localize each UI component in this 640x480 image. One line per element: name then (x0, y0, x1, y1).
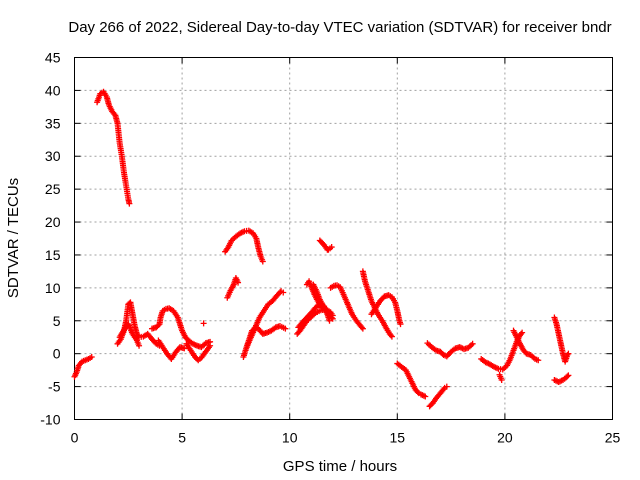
gridlines (74, 57, 613, 420)
x-tick-label: 10 (282, 430, 298, 446)
y-tick-label: 40 (45, 82, 61, 98)
data-point-marker (329, 315, 336, 322)
data-point-marker (280, 289, 287, 296)
data-point-marker (498, 377, 505, 384)
y-tick-label: 25 (45, 181, 61, 197)
data-point-marker (387, 332, 394, 339)
data-point-marker (565, 372, 572, 379)
data-point-marker (422, 393, 429, 400)
data-point-marker (518, 330, 525, 337)
y-tick-label: -5 (48, 379, 61, 395)
y-tick-label: 0 (53, 346, 61, 362)
data-point-marker (200, 320, 207, 327)
data-point-marker (328, 314, 335, 321)
y-tick-label: 45 (45, 50, 61, 66)
x-tick-label: 25 (605, 430, 621, 446)
data-point-marker (458, 344, 465, 351)
data-point-marker (552, 377, 559, 384)
y-tick-label: 10 (45, 280, 61, 296)
chart-title: Day 266 of 2022, Sidereal Day-to-day VTE… (68, 19, 611, 36)
axis-ticks: 0 5 10 15 20 25 -10 -5 0 5 10 15 20 25 30 35 40 45 (40, 50, 620, 446)
data-point-marker (414, 389, 421, 396)
data-points (71, 88, 572, 410)
data-point-marker (328, 244, 335, 251)
data-point-marker (564, 351, 571, 358)
data-point-marker (282, 325, 289, 332)
data-point-marker (469, 340, 476, 347)
y-tick-label: 35 (45, 115, 61, 131)
data-point-marker (565, 350, 572, 357)
data-point-marker (126, 200, 133, 207)
y-tick-label: 20 (45, 214, 61, 230)
y-tick-label: -10 (40, 412, 60, 428)
data-point-marker (564, 373, 571, 380)
x-tick-label: 0 (71, 430, 79, 446)
data-point-marker (388, 333, 395, 340)
x-tick-label: 5 (178, 430, 186, 446)
data-point-marker (155, 322, 162, 329)
y-tick-label: 30 (45, 148, 61, 164)
x-tick-label: 20 (497, 430, 513, 446)
plot-frame (74, 57, 613, 420)
data-point-marker (535, 357, 542, 364)
x-axis-label: GPS time / hours (283, 458, 397, 475)
data-point-marker (326, 317, 333, 324)
data-point-marker (136, 342, 143, 349)
data-point-marker (88, 353, 95, 360)
y-axis-label: SDTVAR / TECUs (5, 178, 22, 298)
data-point-marker (235, 279, 242, 286)
data-point-marker (259, 258, 266, 265)
data-point-marker (519, 329, 526, 336)
x-tick-label: 15 (390, 430, 406, 446)
y-tick-label: 5 (53, 313, 61, 329)
data-point-marker (397, 321, 404, 328)
data-point-marker (207, 342, 214, 349)
data-point-marker (359, 325, 366, 332)
data-point-marker (443, 383, 450, 390)
data-point-marker (440, 386, 447, 393)
data-point-marker (358, 324, 365, 331)
y-tick-label: 15 (45, 247, 61, 263)
data-point-marker (181, 345, 188, 352)
